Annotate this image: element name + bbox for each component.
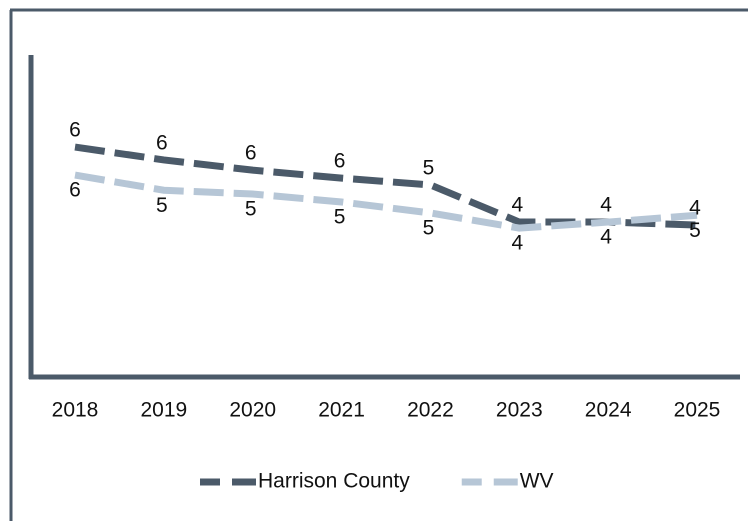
line-series <box>74 171 698 232</box>
legend-label: Harrison County <box>258 470 410 493</box>
data-label: 6 <box>156 131 168 154</box>
x-tick-label: 2025 <box>674 399 721 422</box>
data-label: 5 <box>689 219 701 242</box>
data-label: 5 <box>423 156 435 179</box>
data-label: 6 <box>245 142 257 165</box>
data-label: 4 <box>600 226 612 249</box>
x-tick-label: 2024 <box>585 399 632 422</box>
data-label: 6 <box>69 179 81 202</box>
x-tick-label: 2018 <box>52 399 99 422</box>
x-tick-label: 2020 <box>229 399 276 422</box>
legend-label: WV <box>520 470 554 493</box>
x-tick-label: 2019 <box>140 399 187 422</box>
data-label: 5 <box>423 217 435 240</box>
data-label: 4 <box>600 194 612 217</box>
data-label: 5 <box>156 194 168 217</box>
data-label: 4 <box>511 232 523 255</box>
data-label: 4 <box>689 197 701 220</box>
x-tick-label: 2021 <box>318 399 365 422</box>
x-tick-label: 2023 <box>496 399 543 422</box>
data-label: 5 <box>334 206 346 229</box>
data-label: 4 <box>511 194 523 217</box>
data-label: 6 <box>334 150 346 173</box>
x-tick-label: 2022 <box>407 399 454 422</box>
data-label: 6 <box>69 119 81 142</box>
data-label: 5 <box>245 198 257 221</box>
